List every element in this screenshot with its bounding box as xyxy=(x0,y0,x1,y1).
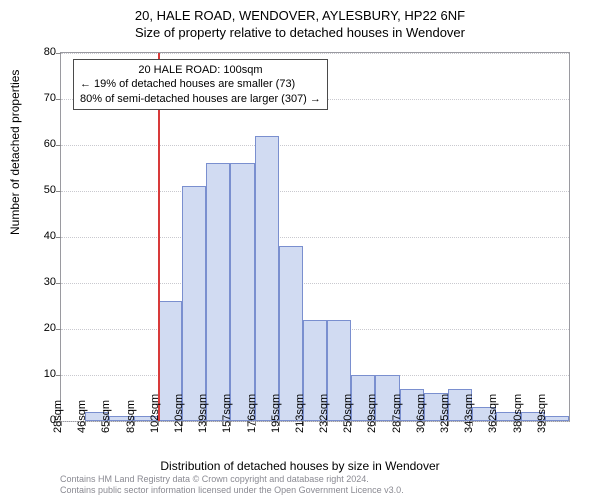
y-tick-mark xyxy=(56,145,61,146)
y-tick-label: 60 xyxy=(26,138,56,150)
y-tick-label: 50 xyxy=(26,184,56,196)
annotation-box: 20 HALE ROAD: 100sqm← 19% of detached ho… xyxy=(73,59,328,110)
y-tick-label: 70 xyxy=(26,92,56,104)
histogram-bar xyxy=(255,136,279,421)
y-tick-label: 40 xyxy=(26,230,56,242)
y-tick-label: 10 xyxy=(26,368,56,380)
gridline xyxy=(61,145,569,146)
histogram-bar xyxy=(230,163,254,421)
histogram-bar xyxy=(182,186,206,421)
footer-attribution: Contains HM Land Registry data © Crown c… xyxy=(60,474,590,496)
x-axis-label: Distribution of detached houses by size … xyxy=(0,459,600,473)
y-tick-mark xyxy=(56,329,61,330)
gridline xyxy=(61,191,569,192)
histogram-bar xyxy=(545,416,569,421)
chart-title: 20, HALE ROAD, WENDOVER, AYLESBURY, HP22… xyxy=(0,0,600,23)
y-tick-label: 20 xyxy=(26,322,56,334)
chart-subtitle: Size of property relative to detached ho… xyxy=(0,23,600,40)
y-tick-mark xyxy=(56,191,61,192)
y-tick-label: 80 xyxy=(26,46,56,58)
annotation-line-3: 80% of semi-detached houses are larger (… xyxy=(80,92,321,106)
annotation-line-2: ← 19% of detached houses are smaller (73… xyxy=(80,77,321,91)
chart-container: 20, HALE ROAD, WENDOVER, AYLESBURY, HP22… xyxy=(0,0,600,500)
gridline xyxy=(61,283,569,284)
plot-area: 20 HALE ROAD: 100sqm← 19% of detached ho… xyxy=(60,52,570,422)
annotation-line-1: 20 HALE ROAD: 100sqm xyxy=(80,63,321,77)
gridline xyxy=(61,53,569,54)
gridline xyxy=(61,237,569,238)
y-tick-mark xyxy=(56,237,61,238)
footer-line-1: Contains HM Land Registry data © Crown c… xyxy=(60,474,590,485)
y-tick-label: 30 xyxy=(26,276,56,288)
y-tick-mark xyxy=(56,283,61,284)
y-axis-label: Number of detached properties xyxy=(8,70,22,235)
footer-line-2: Contains public sector information licen… xyxy=(60,485,590,496)
y-tick-mark xyxy=(56,53,61,54)
histogram-bar xyxy=(206,163,230,421)
y-tick-mark xyxy=(56,99,61,100)
y-tick-mark xyxy=(56,375,61,376)
